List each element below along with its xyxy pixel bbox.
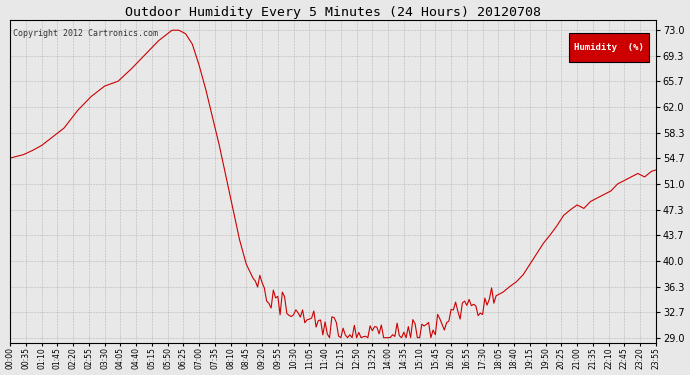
Text: Copyright 2012 Cartronics.com: Copyright 2012 Cartronics.com [13,29,158,38]
Title: Outdoor Humidity Every 5 Minutes (24 Hours) 20120708: Outdoor Humidity Every 5 Minutes (24 Hou… [125,6,541,18]
Text: Humidity  (%): Humidity (%) [574,43,644,52]
FancyBboxPatch shape [569,33,649,62]
